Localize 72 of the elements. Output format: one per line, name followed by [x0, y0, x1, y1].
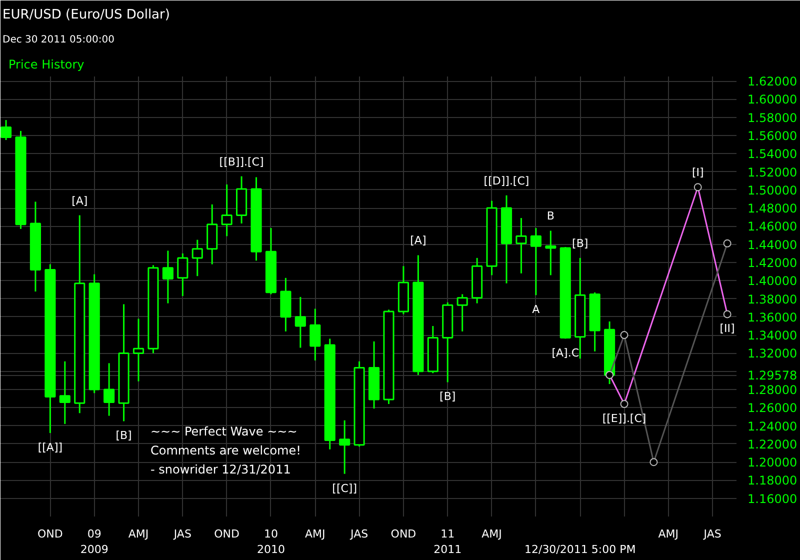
- x-tick-label: OND: [390, 528, 416, 540]
- y-tick-label: 1.46000: [748, 220, 798, 234]
- x-tick-label: 11 2011: [434, 528, 462, 556]
- y-tick-label: 1.48000: [748, 202, 798, 216]
- annotation: [[D]].[C]: [484, 174, 530, 188]
- y-tick-label: 1.20000: [748, 456, 798, 470]
- y-tick-label: 1.40000: [748, 274, 798, 288]
- candlestick: [530, 227, 542, 296]
- x-tick-label: 09 2009: [80, 528, 108, 556]
- annotation: [[A]]: [38, 441, 63, 454]
- annotation: [A]: [410, 234, 426, 248]
- y-tick-label: 1.56000: [748, 128, 798, 143]
- y-tick-label: 1.38000: [748, 292, 798, 306]
- x-tick-label: JAS: [350, 528, 368, 540]
- chart-subtitle: Dec 30 2011 05:00:00: [2, 34, 114, 46]
- candlestick: [339, 420, 350, 475]
- candlestick: [177, 252, 188, 297]
- candlestick: [516, 217, 527, 274]
- y-tick-label: 1.34000: [748, 328, 798, 343]
- candlestick: [0, 119, 12, 141]
- y-tick-label: 1.42000: [748, 256, 798, 270]
- candlestick: [310, 308, 321, 362]
- y-tick-label: 1.29578: [748, 368, 798, 383]
- x-tick-label: AMJ: [128, 528, 149, 540]
- annotation: [A]: [72, 194, 88, 208]
- y-tick-label: 1.62000: [748, 74, 798, 89]
- candlestick: [192, 239, 203, 277]
- y-tick-label: 1.26000: [748, 401, 798, 416]
- y-tick-label: 1.24000: [748, 419, 798, 434]
- x-tick-label: OND: [214, 528, 240, 540]
- candlestick: [545, 230, 556, 276]
- annotation: [B]: [572, 236, 588, 250]
- annotation: [II]: [720, 322, 735, 336]
- x-tick-label: AMJ: [658, 528, 679, 540]
- annotation: [I]: [692, 166, 704, 180]
- candlestick: [221, 184, 232, 237]
- chart-title: EUR/USD (Euro/US Dollar): [2, 8, 170, 22]
- annotation: B: [546, 210, 554, 223]
- y-tick-label: 1.54000: [748, 147, 798, 162]
- y-tick-label: 1.60000: [748, 92, 798, 107]
- y-tick-label: 1.52000: [748, 165, 798, 180]
- y-tick-label: 1.16000: [748, 492, 798, 506]
- x-tick-label: AMJ: [305, 528, 326, 540]
- candlestick: [162, 250, 174, 304]
- annotation: ~~~ Perfect Wave ~~~ Comments are welcome! - snowrider 12/31/2011: [150, 424, 301, 476]
- x-tick-label: JAS: [172, 528, 192, 540]
- annotation: A: [532, 303, 540, 316]
- y-tick-label: 1.58000: [748, 110, 798, 125]
- y-tick-label: 1.36000: [748, 310, 798, 324]
- x-tick-label: OND: [38, 528, 63, 540]
- y-tick-label: 1.18000: [748, 474, 798, 488]
- candlestick: [456, 293, 468, 332]
- y-tick-label: 1.50000: [748, 183, 798, 198]
- annotation: [B]: [116, 429, 132, 442]
- candlestick: [132, 318, 144, 382]
- y-tick-label: 1.32000: [748, 346, 798, 361]
- candlestick: [104, 362, 115, 417]
- x-tick-label: 10 2010: [256, 528, 285, 556]
- candlestick: [59, 360, 70, 425]
- x-tick-label: JAS: [702, 528, 722, 540]
- candlestick: [294, 296, 306, 349]
- annotation: [[E]].[C]: [602, 412, 646, 426]
- annotation: [[C]]: [332, 482, 358, 495]
- y-tick-label: 1.22000: [748, 437, 798, 452]
- y-tick-label: 1.44000: [748, 238, 798, 252]
- y-tick-label: 1.28000: [748, 382, 798, 397]
- annotation: [A].C: [552, 346, 580, 360]
- x-tick-label: AMJ: [482, 528, 502, 540]
- annotation: [[B]].[C]: [219, 155, 264, 168]
- text: 12/30/2011 5:00 PM: [524, 543, 636, 556]
- annotation: [B]: [440, 390, 456, 404]
- text: Price History: [8, 58, 84, 72]
